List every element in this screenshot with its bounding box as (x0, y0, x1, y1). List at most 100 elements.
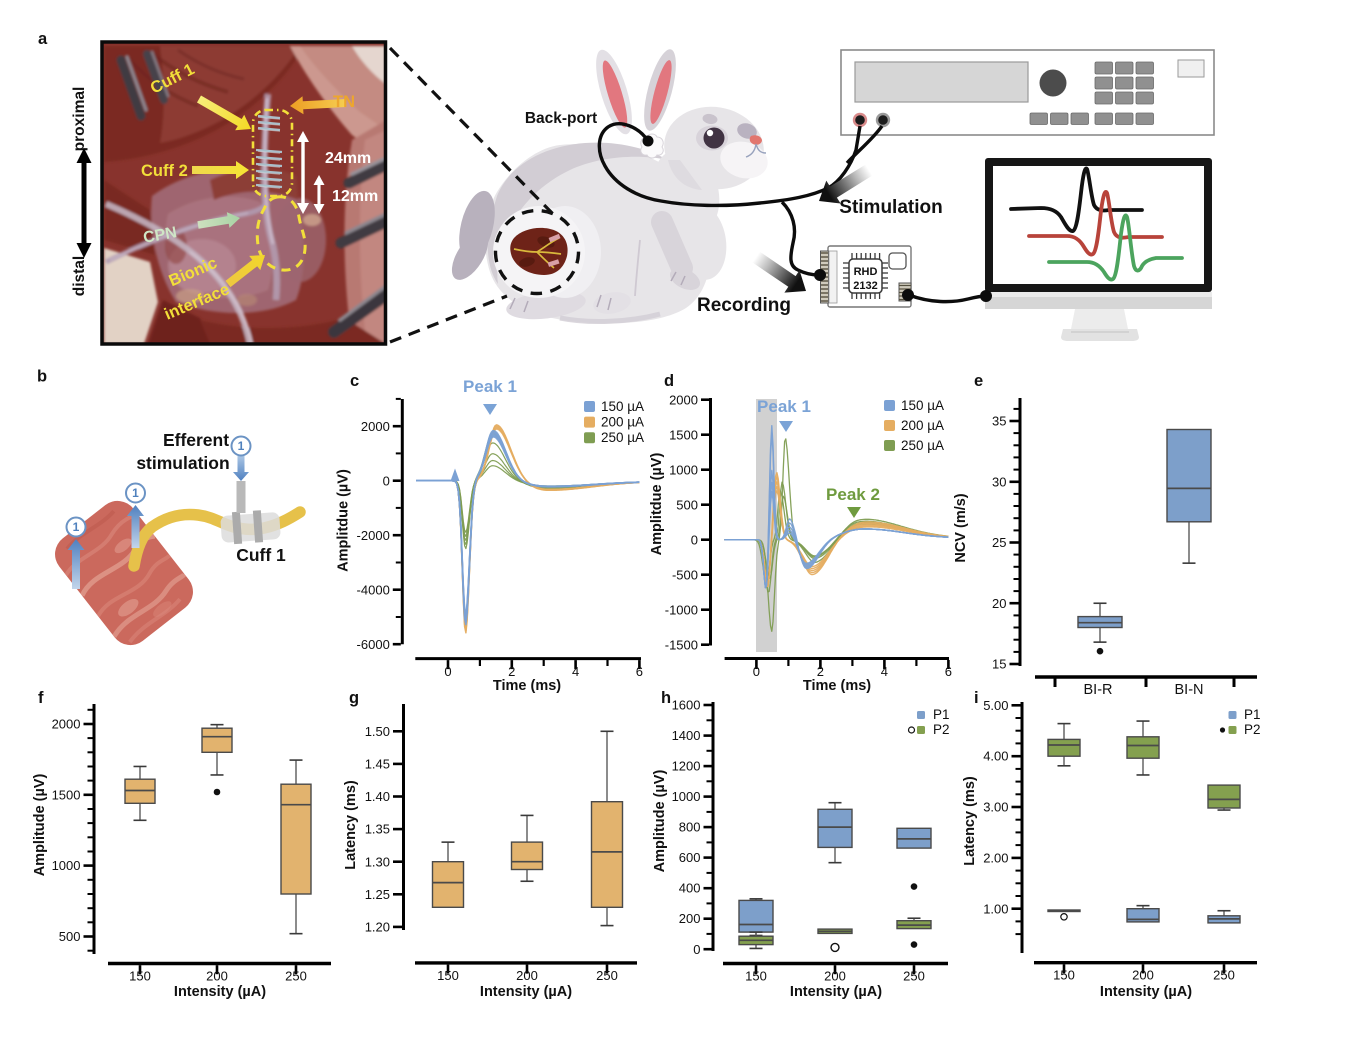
svg-text:4: 4 (572, 664, 579, 679)
svg-text:1400: 1400 (672, 728, 701, 743)
svg-text:500: 500 (59, 929, 81, 944)
svg-text:1.45: 1.45 (365, 756, 390, 771)
svg-text:0: 0 (693, 942, 700, 957)
svg-text:-1000: -1000 (665, 602, 698, 617)
svg-text:1.30: 1.30 (365, 854, 390, 869)
svg-text:-2000: -2000 (357, 528, 390, 543)
svg-text:e: e (974, 372, 983, 390)
svg-text:4: 4 (881, 664, 888, 679)
svg-text:500: 500 (676, 497, 698, 512)
svg-text:0: 0 (691, 532, 698, 547)
svg-text:P2: P2 (1244, 722, 1261, 737)
svg-text:a: a (38, 30, 48, 48)
svg-text:P1: P1 (1244, 707, 1261, 722)
svg-text:BI-R: BI-R (1084, 682, 1113, 698)
svg-text:1.35: 1.35 (365, 822, 390, 837)
svg-text:0: 0 (444, 664, 451, 679)
svg-text:Intensity (µA): Intensity (µA) (174, 984, 266, 1000)
svg-text:-6000: -6000 (357, 637, 390, 652)
svg-text:0: 0 (753, 664, 760, 679)
svg-text:1: 1 (132, 486, 139, 500)
svg-text:35: 35 (992, 414, 1006, 429)
svg-text:400: 400 (679, 881, 701, 896)
svg-text:Stimulation: Stimulation (839, 197, 942, 218)
svg-text:6: 6 (945, 664, 952, 679)
svg-text:150: 150 (1053, 968, 1075, 983)
svg-text:150 µA: 150 µA (901, 398, 944, 413)
svg-text:0: 0 (383, 473, 390, 488)
svg-text:1600: 1600 (672, 698, 701, 713)
svg-text:1.50: 1.50 (365, 724, 390, 739)
svg-text:1.40: 1.40 (365, 789, 390, 804)
svg-text:distal: distal (71, 256, 88, 296)
svg-text:150: 150 (437, 968, 459, 983)
svg-text:2000: 2000 (361, 419, 390, 434)
svg-text:200: 200 (679, 911, 701, 926)
svg-text:20: 20 (992, 596, 1006, 611)
svg-text:15: 15 (992, 657, 1006, 672)
svg-text:200 µA: 200 µA (901, 418, 944, 433)
svg-text:Latency (ms): Latency (ms) (962, 776, 978, 866)
svg-text:Time (ms): Time (ms) (493, 678, 561, 694)
svg-text:d: d (664, 372, 674, 390)
svg-text:1.25: 1.25 (365, 887, 390, 902)
svg-text:Latency (ms): Latency (ms) (343, 780, 359, 870)
svg-text:2: 2 (508, 664, 515, 679)
svg-text:1000: 1000 (672, 789, 701, 804)
svg-text:12mm: 12mm (332, 188, 378, 205)
svg-text:1.20: 1.20 (365, 919, 390, 934)
svg-text:RHD: RHD (854, 266, 878, 278)
svg-text:1000: 1000 (669, 462, 698, 477)
svg-text:200: 200 (824, 969, 846, 984)
svg-text:Cuff 2: Cuff 2 (141, 162, 188, 180)
svg-text:200: 200 (516, 968, 538, 983)
svg-text:proximal: proximal (71, 87, 88, 152)
svg-text:1.00: 1.00 (983, 901, 1008, 916)
svg-text:NCV (m/s): NCV (m/s) (953, 493, 969, 562)
svg-text:800: 800 (679, 820, 701, 835)
svg-text:250 µA: 250 µA (601, 430, 644, 445)
svg-text:-1500: -1500 (665, 637, 698, 652)
svg-text:4.00: 4.00 (983, 749, 1008, 764)
svg-text:150: 150 (129, 969, 151, 984)
svg-text:5.00: 5.00 (983, 698, 1008, 713)
svg-text:P1: P1 (933, 707, 950, 722)
svg-text:Recording: Recording (697, 295, 791, 316)
svg-text:1: 1 (73, 520, 80, 534)
svg-text:200: 200 (1132, 968, 1154, 983)
svg-text:h: h (661, 689, 671, 707)
svg-text:200 µA: 200 µA (601, 415, 644, 430)
svg-text:1000: 1000 (52, 858, 81, 873)
svg-text:30: 30 (992, 474, 1006, 489)
svg-text:-4000: -4000 (357, 582, 390, 597)
svg-text:Amplitdue (µV): Amplitdue (µV) (336, 469, 352, 572)
svg-text:i: i (974, 689, 979, 707)
svg-text:Time (ms): Time (ms) (803, 678, 871, 694)
svg-text:Intensity (µA): Intensity (µA) (1100, 984, 1192, 1000)
svg-text:200: 200 (206, 969, 228, 984)
svg-text:1200: 1200 (672, 759, 701, 774)
svg-text:Amplitude (µV): Amplitude (µV) (32, 774, 48, 877)
svg-text:250: 250 (1213, 968, 1235, 983)
svg-text:Peak 1: Peak 1 (463, 377, 517, 396)
svg-text:2: 2 (817, 664, 824, 679)
svg-text:Peak 2: Peak 2 (826, 485, 880, 504)
svg-text:Cuff 1: Cuff 1 (236, 545, 286, 565)
svg-text:Efferent: Efferent (163, 430, 229, 450)
svg-text:CPN: CPN (142, 224, 178, 247)
svg-text:2132: 2132 (853, 280, 877, 292)
svg-text:Amplitude (µV): Amplitude (µV) (652, 770, 668, 873)
svg-text:2000: 2000 (52, 717, 81, 732)
svg-text:2.00: 2.00 (983, 850, 1008, 865)
svg-text:c: c (350, 372, 359, 390)
svg-text:3.00: 3.00 (983, 800, 1008, 815)
svg-text:250: 250 (903, 969, 925, 984)
svg-text:P2: P2 (933, 722, 950, 737)
svg-text:250: 250 (596, 968, 618, 983)
svg-text:g: g (349, 689, 359, 707)
svg-text:250: 250 (285, 969, 307, 984)
svg-text:BI-N: BI-N (1175, 682, 1204, 698)
svg-text:b: b (37, 368, 47, 386)
svg-text:1500: 1500 (52, 787, 81, 802)
svg-text:24mm: 24mm (325, 150, 371, 167)
